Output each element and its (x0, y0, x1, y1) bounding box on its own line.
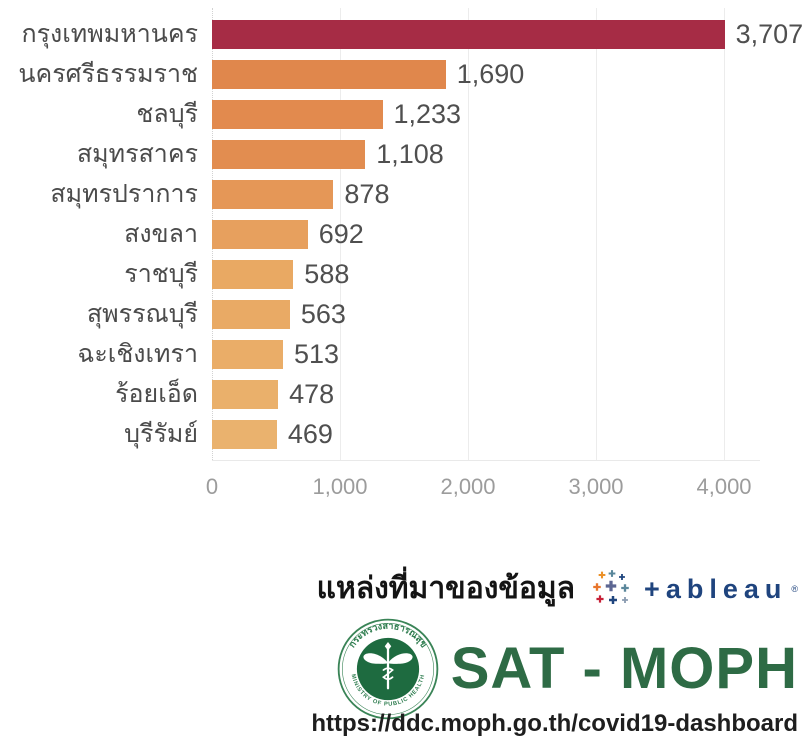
value-label: 469 (287, 418, 333, 449)
chart-row: นครศรีธรรมราช 1,690 (0, 54, 804, 94)
x-tick-label: 1,000 (312, 474, 368, 499)
bar-cell: 478 (212, 378, 804, 409)
x-axis: 0 1,000 2,000 3,000 4,000 (206, 474, 760, 504)
tableau-logo: +ableau ® (589, 568, 798, 610)
chart-row: ราชบุรี 588 (0, 254, 804, 294)
moph-seal-icon: กระทรวงสาธารณสุข MINISTRY OF PUBLIC HEAL… (337, 618, 439, 720)
bar[interactable] (212, 139, 366, 169)
bar-cell: 513 (212, 338, 804, 369)
value-label: 588 (304, 258, 350, 289)
source-row: แหล่งที่มาของข้อมูล +ableau ® (317, 564, 798, 614)
bar-chart: กรุงเทพมหานคร 3,707 นครศรีธรรมราช 1,690 ชลบุ… (0, 8, 804, 504)
bar[interactable] (212, 219, 308, 249)
value-label: 1,108 (376, 138, 444, 169)
chart-row: ชลบุรี 1,233 (0, 94, 804, 134)
category-label: นครศรีธรรมราช (18, 59, 198, 88)
value-label: 692 (318, 218, 364, 249)
registered-mark: ® (791, 584, 798, 594)
chart-row: กรุงเทพมหานคร 3,707 (0, 14, 804, 54)
category-label: กรุงเทพมหานคร (21, 19, 198, 48)
dashboard-url: https://ddc.moph.go.th/covid19-dashboard (311, 710, 798, 737)
chart-row: บุรีรัมย์ 469 (0, 414, 804, 454)
bar-cell: 588 (212, 258, 804, 289)
chart-row: สมุทรสาคร 1,108 (0, 134, 804, 174)
chart-rows: กรุงเทพมหานคร 3,707 นครศรีธรรมราช 1,690 ชลบุ… (0, 14, 804, 454)
bar-cell: 1,690 (212, 58, 804, 89)
value-label: 1,233 (393, 98, 462, 129)
bar-cell: 563 (212, 298, 804, 329)
category-label: บุรีรัมย์ (124, 419, 198, 448)
bar[interactable] (212, 59, 446, 89)
x-tick-label: 4,000 (696, 474, 752, 499)
bar-cell: 3,707 (212, 18, 804, 49)
bar[interactable] (212, 299, 290, 329)
source-label: แหล่งที่มาของข้อมูล (316, 572, 576, 605)
chart-row: ร้อยเอ็ด 478 (0, 374, 804, 414)
bar[interactable] (212, 339, 283, 369)
category-label: สุพรรณบุรี (86, 299, 198, 328)
category-label: ราชบุรี (124, 259, 198, 288)
bar[interactable] (212, 99, 383, 129)
bar[interactable] (212, 259, 294, 289)
chart-row: ฉะเชิงเทรา 513 (0, 334, 804, 374)
value-label: 478 (289, 378, 335, 409)
bar[interactable] (212, 179, 334, 209)
category-label: สมุทรปราการ (50, 179, 198, 208)
category-label: ชลบุรี (136, 99, 198, 128)
bar-cell: 878 (212, 178, 804, 209)
winged-staff-icon (363, 641, 413, 690)
footer: แหล่งที่มาของข้อมูล +ableau ® (0, 564, 804, 739)
value-label: 878 (344, 178, 390, 209)
category-label: สมุทรสาคร (76, 139, 198, 168)
chart-row: สมุทรปราการ 878 (0, 174, 804, 214)
category-label: ฉะเชิงเทรา (77, 339, 198, 368)
x-tick-label: 3,000 (568, 474, 624, 499)
value-label: 3,707 (735, 18, 804, 49)
value-label: 513 (293, 338, 339, 369)
bar[interactable] (212, 419, 277, 449)
brand-name: SAT - MOPH (450, 636, 798, 701)
category-label: ร้อยเอ็ด (115, 379, 198, 408)
bar-cell: 1,108 (212, 138, 804, 169)
tableau-mark-icon (593, 570, 629, 604)
chart-row: สงขลา 692 (0, 214, 804, 254)
bar-cell: 469 (212, 418, 804, 449)
chart-row: สุพรรณบุรี 563 (0, 294, 804, 334)
tableau-wordmark: +ableau (644, 573, 788, 604)
brand-row: กระทรวงสาธารณสุข MINISTRY OF PUBLIC HEAL… (337, 618, 798, 720)
bar-cell: 692 (212, 218, 804, 249)
x-tick-label: 2,000 (440, 474, 496, 499)
bar[interactable] (212, 19, 725, 49)
bar-cell: 1,233 (212, 98, 804, 129)
x-tick-label: 0 (205, 474, 219, 499)
bar[interactable] (212, 379, 279, 409)
category-label: สงขลา (124, 219, 198, 248)
value-label: 563 (300, 298, 346, 329)
value-label: 1,690 (456, 58, 525, 89)
